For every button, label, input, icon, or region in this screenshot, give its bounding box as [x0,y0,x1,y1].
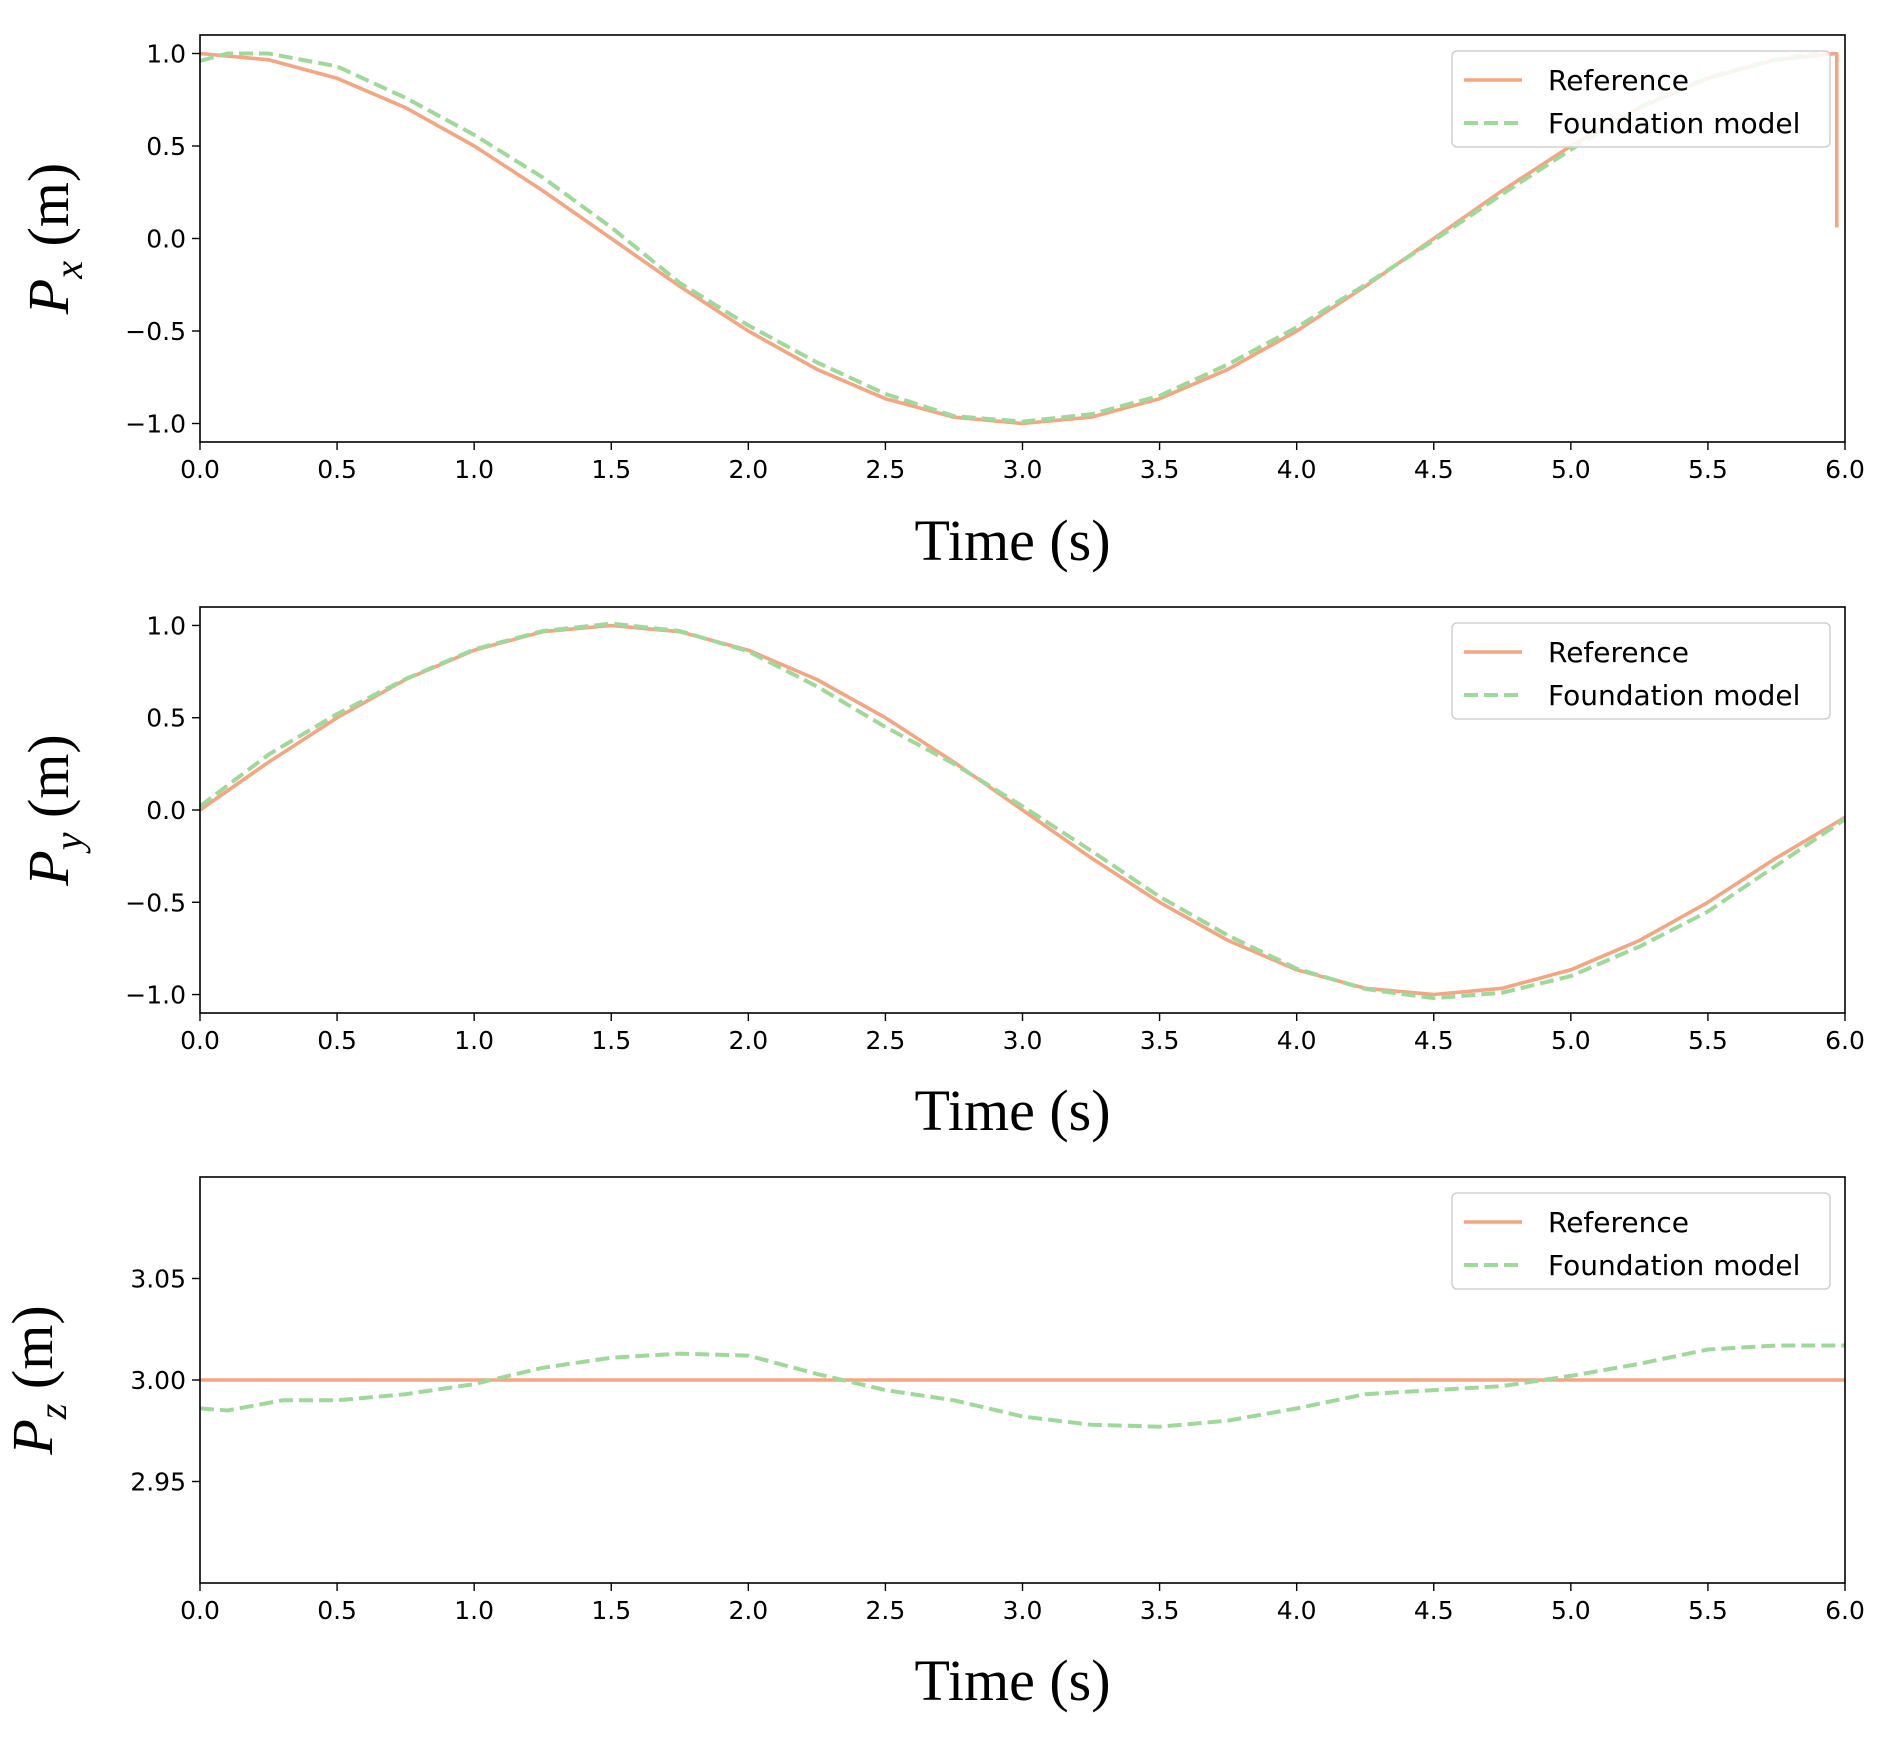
reference-line-py [200,623,1845,997]
legend-box [1451,1192,1831,1290]
x-tick-label: 0.5 [317,455,357,484]
x-tick-label: 4.0 [1277,1596,1317,1625]
x-axis-label: Time (s) [914,1078,1110,1143]
x-tick-label: 3.5 [1140,1026,1180,1055]
x-tick-label: 1.0 [454,1596,494,1625]
x-tick-label: 4.5 [1414,1026,1454,1055]
x-tick-label: 4.0 [1277,455,1317,484]
chart-panel-pz: 0.0 0.5 1.0 1.5 2.0 2.5 3.0 3.5 4.0 4.5 5.0 5.5 6.0 2… [0,1176,1865,1713]
x-tick-label: 0.5 [317,1026,357,1055]
x-tick-label: 2.5 [866,1026,906,1055]
x-tick-label: 1.5 [591,455,631,484]
y-tick-label: 2.95 [130,1468,186,1497]
y-axis-label-subscript: z [30,1403,75,1420]
y-axis-label-main: P [16,850,81,886]
y-tick-label: 0.5 [146,704,186,733]
legend-box [1451,622,1831,720]
x-tick-label: 5.5 [1688,455,1728,484]
y-tick-label: 0.0 [146,796,186,825]
x-tick-label: 0.0 [180,455,220,484]
x-tick-label: 2.0 [728,1026,768,1055]
x-tick-label: 2.5 [866,1596,906,1625]
x-tick-label: 1.0 [454,455,494,484]
foundation-model-line-pz [200,1343,1845,1429]
x-tick-label: 1.0 [454,1026,494,1055]
y-tick-label: 3.00 [130,1366,186,1395]
y-axis-label-main: P [16,279,81,315]
legend-reference-label: Reference [1548,1206,1689,1239]
y-tick-label: 1.0 [146,611,186,640]
legend-reference-label: Reference [1548,636,1689,669]
y-axis-label-unit: (m) [16,163,81,261]
x-tick-label: 5.0 [1551,1026,1591,1055]
x-tick-label: 6.0 [1825,455,1865,484]
foundation-model-line-px [200,51,1818,424]
x-tick-label: 3.0 [1003,1026,1043,1055]
x-tick-label: 4.0 [1277,1026,1317,1055]
legend-px: Reference Foundation model [1451,50,1831,148]
y-tick-label: −0.5 [125,888,186,917]
legend-foundation-label: Foundation model [1548,107,1800,140]
x-tick-label: 6.0 [1825,1596,1865,1625]
y-tick-label: −1.0 [125,410,186,439]
x-tick-label: 2.0 [728,1596,768,1625]
y-tick-label: −0.5 [125,317,186,346]
x-tick-label: 4.5 [1414,455,1454,484]
y-axis-label-unit: (m) [16,734,81,832]
y-axis-label: Py (m) [16,734,91,886]
x-tick-label: 0.0 [180,1026,220,1055]
legend-py: Reference Foundation model [1451,622,1831,720]
y-axis-label-unit: (m) [0,1305,65,1403]
x-tick-label: 5.0 [1551,455,1591,484]
x-tick-label: 5.5 [1688,1596,1728,1625]
x-tick-label: 2.5 [866,455,906,484]
legend-reference-label: Reference [1548,64,1689,97]
x-axis-label: Time (s) [914,1648,1110,1713]
y-tick-label: 0.5 [146,132,186,161]
legend-foundation-label: Foundation model [1548,1249,1800,1282]
y-tick-label: 3.05 [130,1265,186,1294]
y-tick-label: 0.0 [146,225,186,254]
x-tick-label: 5.5 [1688,1026,1728,1055]
x-tick-label: 3.0 [1003,1596,1043,1625]
x-tick-label: 2.0 [728,455,768,484]
y-axis-label: Pz (m) [0,1305,75,1455]
legend-foundation-label: Foundation model [1548,679,1800,712]
x-tick-label: 4.5 [1414,1596,1454,1625]
legend-pz: Reference Foundation model [1451,1192,1831,1290]
x-tick-label: 1.5 [591,1026,631,1055]
x-tick-label: 0.0 [180,1596,220,1625]
x-tick-label: 1.5 [591,1596,631,1625]
foundation-model-line-py [200,621,1845,1001]
chart-panel-px: 0.0 0.5 1.0 1.5 2.0 2.5 3.0 3.5 4.0 4.5 5.0 5.5 6.0 −… [16,34,1865,573]
x-tick-label: 5.0 [1551,1596,1591,1625]
y-tick-label: 1.0 [146,40,186,69]
y-axis-label-main: P [0,1419,65,1455]
chart-panel-py: 0.0 0.5 1.0 1.5 2.0 2.5 3.0 3.5 4.0 4.5 5.0 5.5 6.0 −… [16,606,1865,1143]
x-tick-label: 6.0 [1825,1026,1865,1055]
x-axis-label: Time (s) [914,508,1110,573]
x-tick-label: 0.5 [317,1596,357,1625]
x-tick-label: 3.0 [1003,455,1043,484]
y-tick-label: −1.0 [125,981,186,1010]
x-tick-label: 3.5 [1140,1596,1180,1625]
y-axis-label-subscript: y [46,832,91,854]
y-axis-label: Px (m) [16,163,91,315]
y-axis-label-subscript: x [46,261,91,280]
legend-box [1451,50,1831,148]
x-tick-label: 3.5 [1140,455,1180,484]
